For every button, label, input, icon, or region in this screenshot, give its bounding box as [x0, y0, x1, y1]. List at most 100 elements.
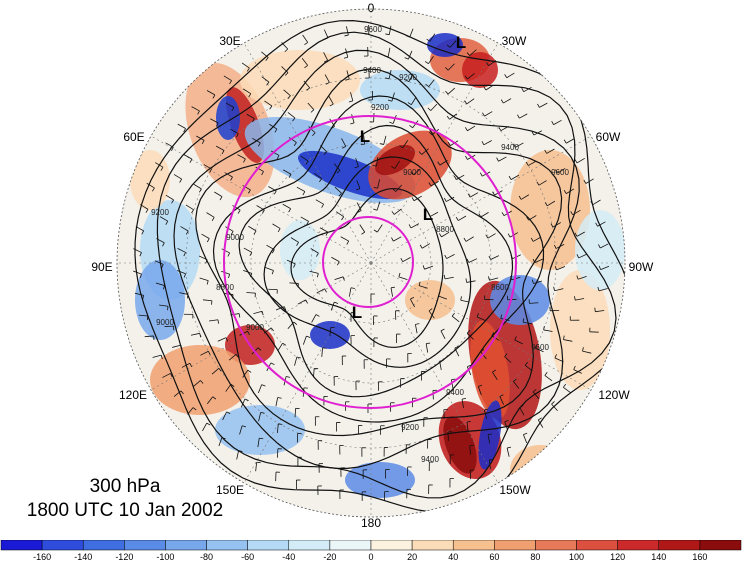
wind-barb — [302, 335, 307, 345]
wind-barb — [398, 276, 408, 281]
longitude-label: 30W — [502, 34, 527, 48]
wind-barb-flag — [237, 209, 241, 214]
wind-barb-flag — [399, 145, 403, 149]
wind-barb-flag — [373, 208, 378, 211]
wind-barb — [355, 157, 359, 167]
longitude-label: 120W — [598, 388, 630, 402]
wind-barb — [179, 292, 189, 295]
wind-barb-flag — [262, 209, 265, 214]
longitude-label: 60E — [123, 130, 144, 144]
wind-barb-flag — [544, 149, 547, 154]
contour-label: 9000 — [156, 318, 174, 327]
meridian-line — [370, 262, 499, 484]
wind-barb-flag — [514, 336, 517, 341]
anomaly-blob — [216, 96, 240, 140]
wind-barb — [504, 356, 512, 363]
colorbar-label: -120 — [115, 552, 133, 561]
wind-barb — [538, 180, 547, 186]
wind-barb — [519, 113, 528, 119]
wind-barb — [409, 28, 414, 38]
wind-barb — [177, 248, 186, 253]
wind-barb-flag — [563, 335, 565, 340]
wind-barb-flag — [551, 401, 555, 405]
wind-barb-flag — [504, 420, 509, 423]
wind-barb-flag — [163, 285, 165, 290]
wind-barb-flag — [246, 67, 250, 72]
colorbar-label: 0 — [368, 552, 373, 561]
wind-barb-flag — [230, 383, 235, 387]
wind-barb-flag — [544, 371, 548, 376]
wind-barb — [500, 126, 509, 132]
colorbar-label: -160 — [33, 552, 51, 561]
wind-barb-flag — [354, 166, 359, 169]
anomaly-blob — [427, 33, 463, 57]
wind-barb — [277, 342, 283, 352]
wind-barb-flag — [544, 202, 548, 207]
wind-barb-flag — [286, 376, 291, 378]
wind-barb — [488, 459, 491, 469]
wind-barb-flag — [229, 80, 232, 85]
wind-barb-flag — [350, 287, 355, 289]
wind-barb-flag — [553, 244, 557, 249]
wind-barb — [232, 205, 241, 211]
wind-barb — [185, 204, 194, 211]
wind-barb-flag — [500, 99, 504, 104]
contour-label: 9400 — [446, 388, 464, 397]
wind-barb-flag — [465, 155, 468, 160]
wind-barb-flag — [183, 252, 186, 257]
wind-barb-flag — [162, 242, 165, 247]
wind-barb-flag — [346, 240, 350, 245]
wind-barb — [319, 227, 329, 233]
wind-barb — [324, 74, 330, 83]
wind-barb-flag — [296, 356, 301, 359]
wind-barb — [316, 288, 325, 294]
wind-barb — [449, 40, 457, 48]
colorbar-box — [206, 540, 248, 551]
wind-barb — [425, 343, 429, 353]
wind-barb — [483, 140, 492, 146]
wind-barb — [281, 66, 289, 73]
wind-barb — [444, 276, 454, 280]
wind-barb — [430, 181, 439, 187]
wind-barb-flag — [324, 288, 327, 293]
colorbar-label: 20 — [407, 552, 417, 561]
wind-barb — [241, 62, 250, 69]
wind-barb-flag — [563, 139, 567, 144]
wind-barb — [203, 164, 212, 170]
wind-barb — [225, 226, 234, 232]
wind-barb — [202, 299, 212, 302]
wind-barb-flag — [323, 151, 327, 155]
wind-barb — [446, 254, 455, 259]
wind-barb-flag — [489, 459, 494, 461]
wind-barb-flag — [418, 151, 422, 155]
wind-barb-flag — [583, 179, 587, 184]
parallel-line — [250, 142, 492, 384]
wind-barb — [506, 72, 515, 79]
wind-barb-flag — [532, 389, 537, 393]
wind-barb — [242, 369, 249, 378]
wind-barb — [283, 89, 291, 96]
wind-barb — [294, 408, 297, 418]
outer-magenta-circle — [223, 115, 517, 409]
wind-barb-flag — [576, 275, 579, 280]
wind-barb-flag — [139, 252, 142, 257]
wind-barb — [485, 84, 494, 91]
wind-barb — [383, 135, 387, 145]
wind-barb — [159, 216, 168, 222]
meridian-line — [370, 135, 592, 264]
wind-barb-flag — [597, 286, 600, 292]
wind-barb — [287, 321, 295, 330]
wind-barb-flag — [440, 328, 445, 332]
wind-barb — [146, 182, 155, 189]
wind-barb-flag — [271, 270, 274, 275]
colorbar-label: 140 — [651, 552, 666, 561]
wind-barb-flag — [261, 311, 264, 316]
wind-barb — [201, 233, 210, 239]
wind-barb — [582, 350, 592, 354]
wind-barb-flag — [342, 276, 345, 281]
wind-barb-flag — [504, 353, 508, 357]
wind-barb-flag — [215, 122, 219, 127]
wind-barb-flag — [506, 446, 512, 449]
wind-barb — [335, 211, 344, 217]
wind-barb — [200, 350, 209, 356]
